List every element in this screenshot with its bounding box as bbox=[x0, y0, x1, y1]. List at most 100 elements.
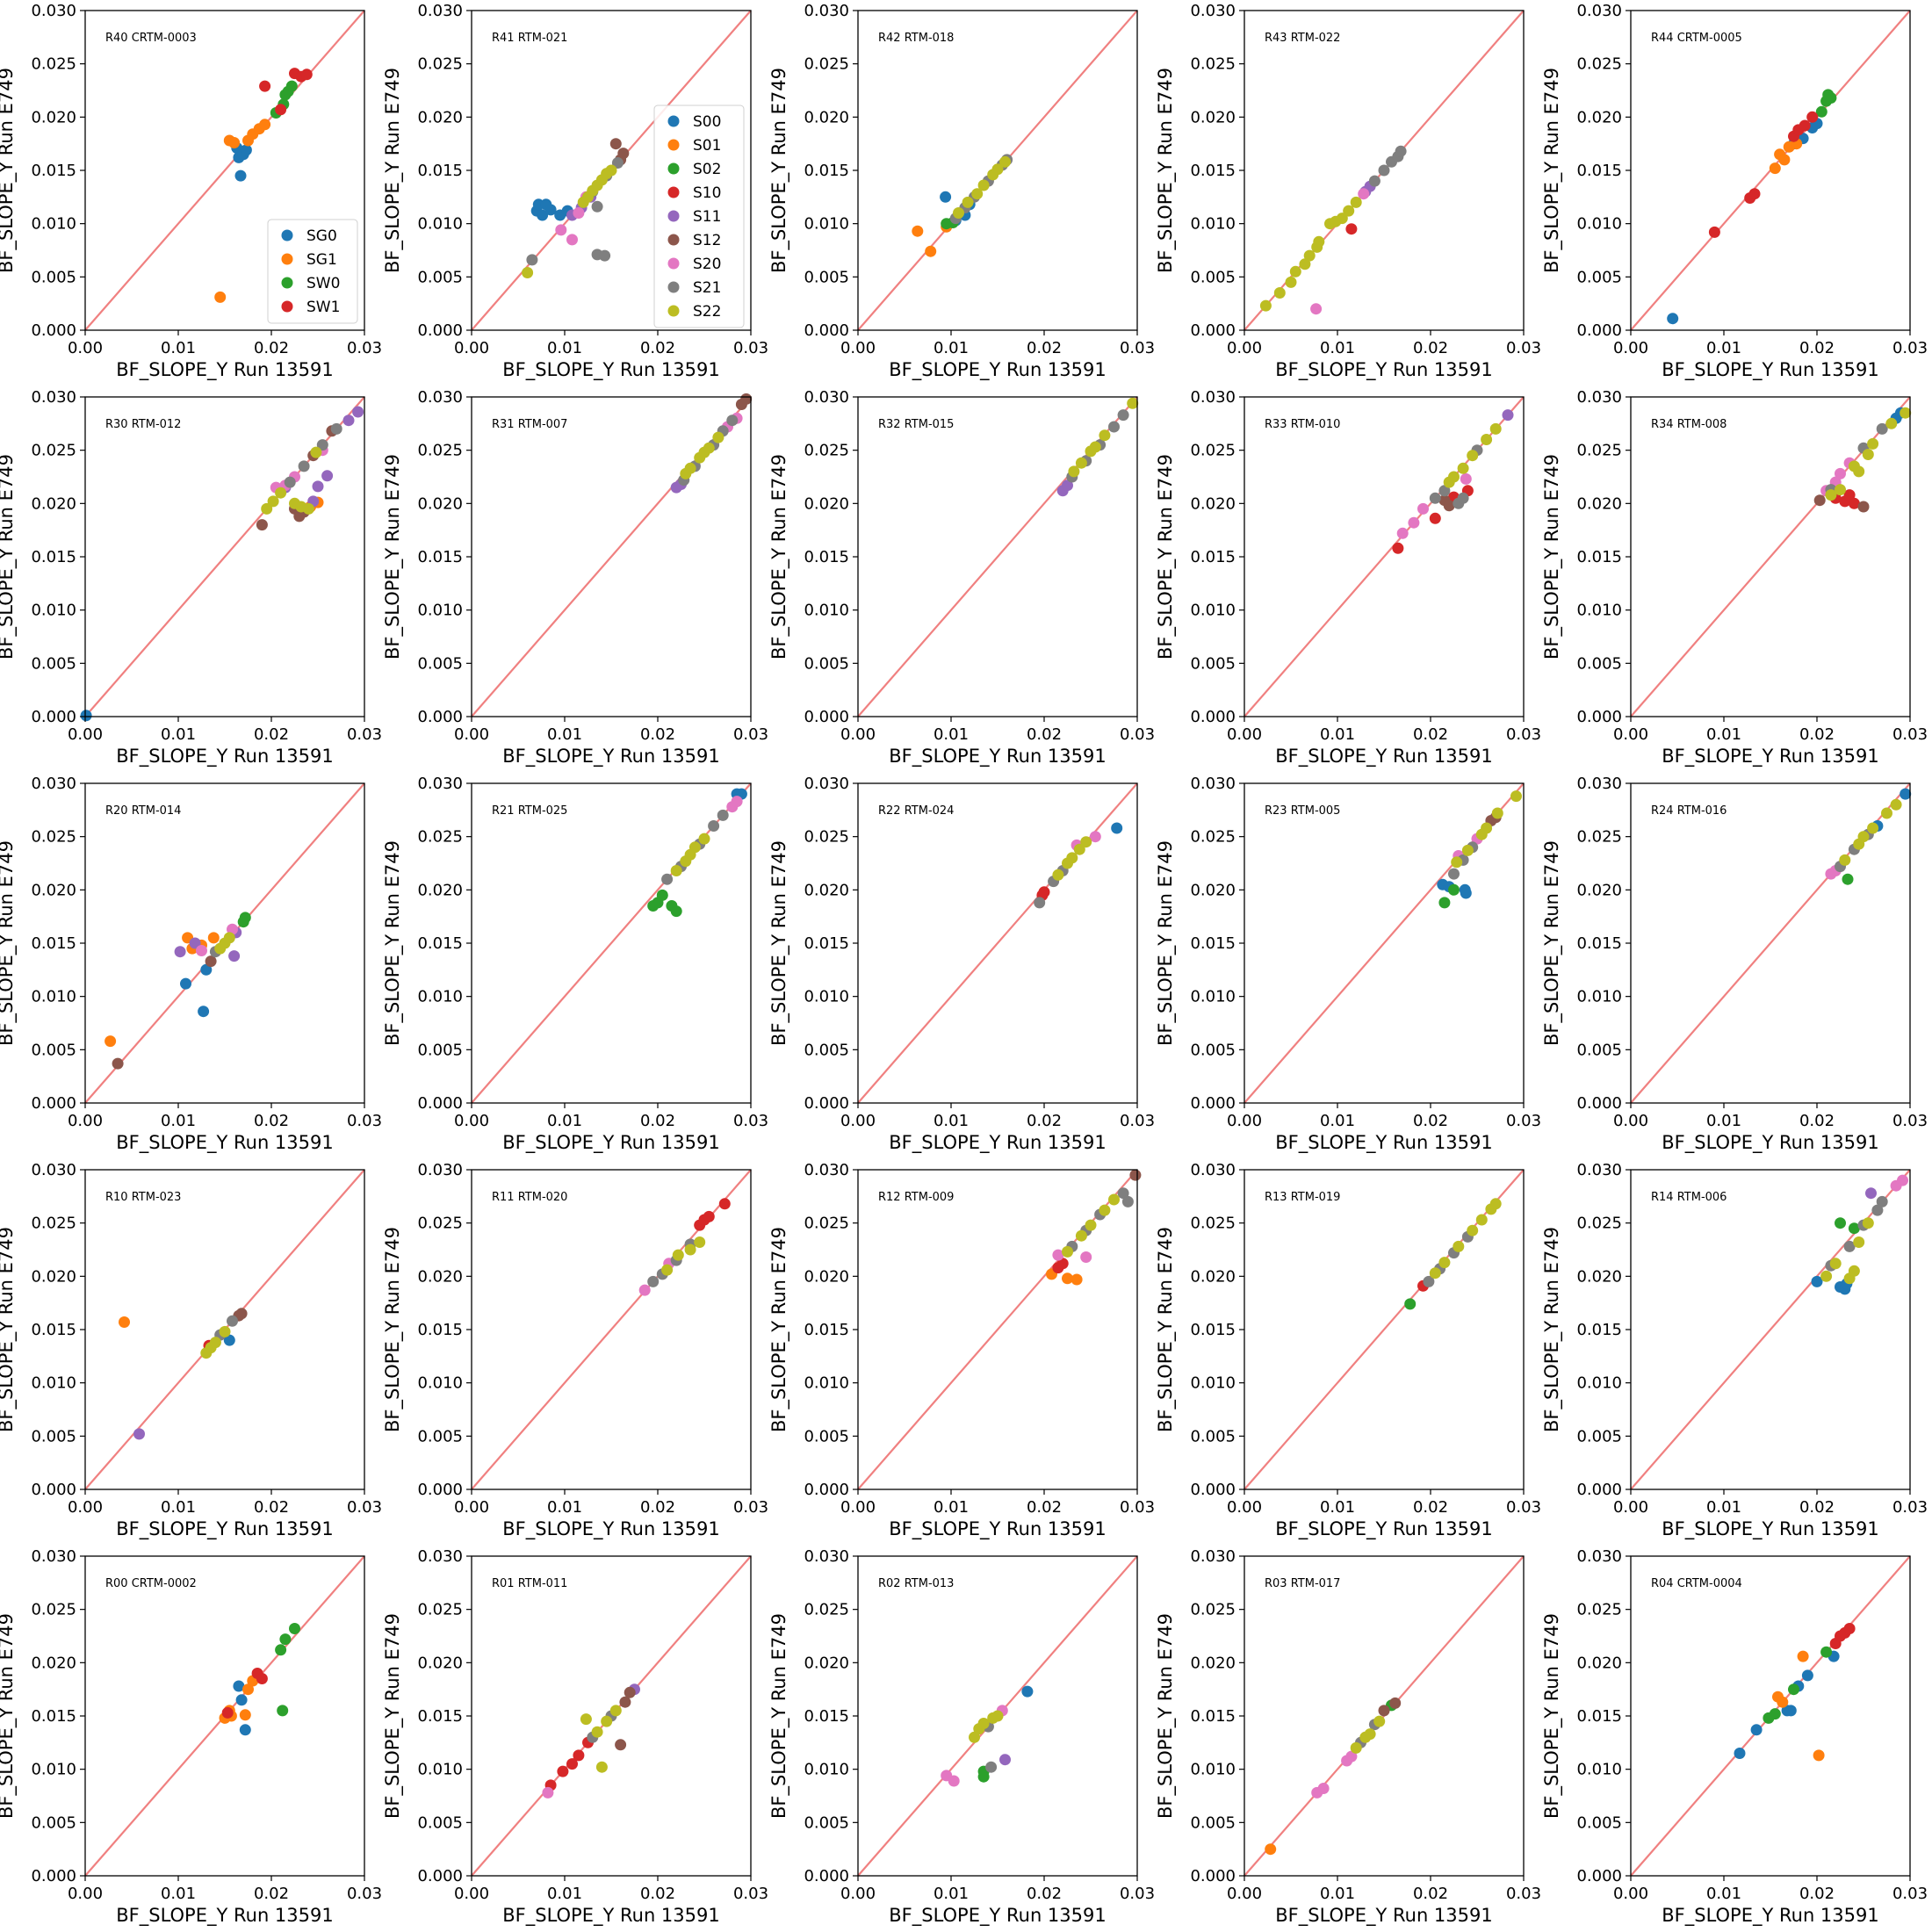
y-tick-label: 0.020 bbox=[1190, 108, 1236, 126]
data-point bbox=[1491, 807, 1503, 819]
data-point bbox=[1099, 429, 1111, 442]
panel-title: R03 RTM-017 bbox=[1265, 1577, 1340, 1590]
series-s22 bbox=[953, 155, 1011, 219]
y-tick-label: 0.025 bbox=[31, 1601, 76, 1619]
data-point bbox=[708, 820, 720, 832]
x-axis-label: BF_SLOPE_Y Run 13591 bbox=[1275, 1518, 1492, 1540]
y-tick-label: 0.000 bbox=[31, 1094, 76, 1113]
series-s22 bbox=[1350, 1715, 1386, 1754]
series-s20 bbox=[1890, 1174, 1908, 1192]
y-tick-label: 0.015 bbox=[1190, 934, 1236, 953]
y-tick-label: 0.025 bbox=[417, 442, 463, 460]
data-point bbox=[1378, 164, 1390, 177]
data-point bbox=[1813, 494, 1826, 507]
x-tick-label: 0.01 bbox=[161, 725, 196, 744]
panel-title: R13 RTM-019 bbox=[1265, 1191, 1340, 1204]
x-tick-label: 0.02 bbox=[640, 1112, 675, 1130]
y-tick-label: 0.010 bbox=[804, 602, 849, 620]
y-tick-label: 0.015 bbox=[31, 1321, 76, 1339]
y-tick-label: 0.010 bbox=[417, 1374, 463, 1393]
y-tick-label: 0.005 bbox=[1576, 1427, 1622, 1445]
data-point bbox=[1080, 1251, 1092, 1263]
legend-marker bbox=[667, 210, 680, 222]
y-tick-label: 0.030 bbox=[31, 2, 76, 20]
data-point bbox=[1021, 1685, 1034, 1698]
y-axis-label: BF_SLOPE_Y Run E749 bbox=[382, 454, 404, 660]
x-tick-label: 0.02 bbox=[1413, 725, 1448, 744]
y-tick-label: 0.020 bbox=[417, 108, 463, 126]
data-point bbox=[1667, 313, 1679, 325]
y-tick-label: 0.015 bbox=[417, 162, 463, 180]
x-tick-label: 0.00 bbox=[1227, 725, 1262, 744]
x-tick-label: 0.01 bbox=[1320, 725, 1355, 744]
series-s22 bbox=[580, 1705, 622, 1773]
data-point bbox=[1748, 188, 1761, 200]
data-point bbox=[1358, 188, 1370, 200]
y-tick-label: 0.000 bbox=[804, 1867, 849, 1885]
y-tick-label: 0.010 bbox=[417, 1761, 463, 1779]
data-point bbox=[180, 977, 191, 990]
plot-area bbox=[857, 1169, 1142, 1490]
x-tick-label: 0.01 bbox=[547, 1112, 582, 1130]
data-point bbox=[1885, 417, 1898, 429]
y-tick-label: 0.005 bbox=[1190, 1813, 1236, 1832]
data-point bbox=[289, 1623, 300, 1634]
data-point bbox=[672, 1249, 684, 1261]
y-tick-label: 0.030 bbox=[804, 1161, 849, 1179]
data-point bbox=[1784, 1705, 1797, 1717]
series-s00 bbox=[80, 710, 92, 722]
data-point bbox=[1121, 1195, 1134, 1208]
data-point bbox=[1108, 421, 1120, 433]
x-tick-label: 0.02 bbox=[254, 1498, 289, 1517]
y-tick-label: 0.025 bbox=[804, 1601, 849, 1619]
panel-title: R14 RTM-006 bbox=[1651, 1191, 1727, 1204]
data-point bbox=[615, 1739, 627, 1751]
y-tick-label: 0.030 bbox=[1190, 775, 1236, 793]
x-tick-label: 0.03 bbox=[733, 725, 768, 744]
panel-title: R44 CRTM-0005 bbox=[1651, 32, 1742, 45]
y-tick-label: 0.020 bbox=[1190, 494, 1236, 513]
legend-marker bbox=[667, 162, 680, 175]
data-point bbox=[1489, 1198, 1502, 1210]
data-point bbox=[1900, 788, 1912, 800]
identity-line bbox=[84, 10, 365, 331]
data-point bbox=[1811, 1275, 1823, 1287]
x-tick-label: 0.02 bbox=[640, 1885, 675, 1903]
data-point bbox=[925, 245, 937, 257]
y-axis-label: BF_SLOPE_Y Run E749 bbox=[0, 68, 18, 273]
data-point bbox=[605, 164, 617, 177]
data-point bbox=[1708, 226, 1720, 238]
data-point bbox=[1345, 1750, 1358, 1763]
y-tick-label: 0.000 bbox=[417, 1481, 463, 1499]
plot-area bbox=[1630, 1555, 1911, 1877]
x-tick-label: 0.03 bbox=[1506, 725, 1541, 744]
data-point bbox=[1052, 869, 1064, 881]
x-axis-label: BF_SLOPE_Y Run 13591 bbox=[889, 1905, 1106, 1927]
y-tick-label: 0.010 bbox=[804, 988, 849, 1006]
series-s20 bbox=[542, 1786, 554, 1799]
y-tick-label: 0.005 bbox=[1576, 654, 1622, 673]
plot-area bbox=[1244, 1169, 1525, 1490]
series-s12 bbox=[735, 393, 753, 410]
data-point bbox=[1111, 822, 1123, 834]
data-point bbox=[1343, 205, 1355, 217]
series-s21 bbox=[1368, 145, 1407, 187]
series-sg0 bbox=[231, 142, 252, 182]
x-axis-label: BF_SLOPE_Y Run 13591 bbox=[502, 1518, 719, 1540]
data-point bbox=[1438, 897, 1451, 909]
series-s20 bbox=[1825, 865, 1842, 880]
data-point bbox=[1313, 235, 1325, 248]
series-s00 bbox=[1021, 1685, 1034, 1698]
data-point bbox=[214, 291, 227, 303]
x-axis-label: BF_SLOPE_Y Run 13591 bbox=[116, 1518, 333, 1540]
y-tick-label: 0.025 bbox=[1190, 1601, 1236, 1619]
data-point bbox=[1460, 887, 1472, 899]
x-tick-label: 0.00 bbox=[1227, 1112, 1262, 1130]
x-tick-label: 0.02 bbox=[1799, 1498, 1835, 1517]
y-tick-label: 0.015 bbox=[804, 1321, 849, 1339]
data-point bbox=[1777, 1696, 1789, 1708]
data-point bbox=[1117, 1187, 1129, 1200]
y-tick-label: 0.015 bbox=[1576, 162, 1622, 180]
series-s22 bbox=[1062, 1193, 1120, 1258]
